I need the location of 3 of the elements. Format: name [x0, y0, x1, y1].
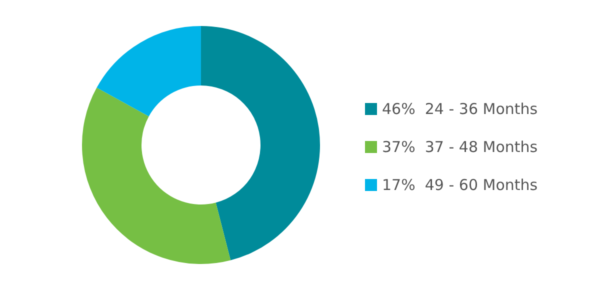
legend-label: 46% 24 - 36 Months — [382, 100, 538, 118]
legend-label: 17% 49 - 60 Months — [382, 176, 538, 194]
legend-label: 37% 37 - 48 Months — [382, 138, 538, 156]
